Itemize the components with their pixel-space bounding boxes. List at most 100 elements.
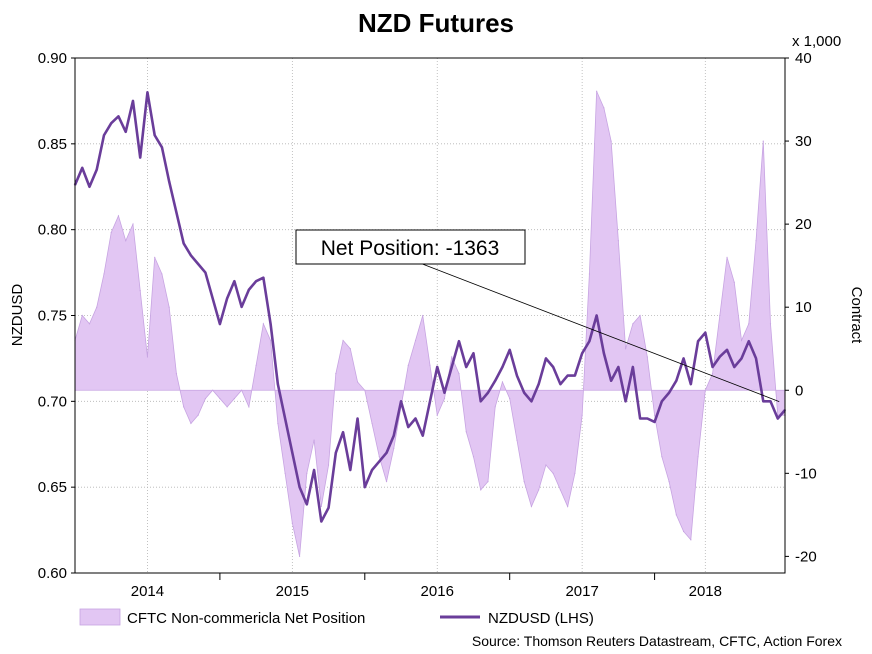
annotation-box (295, 229, 526, 265)
right-axis-ticks: -20 -10 0 10 20 30 40 (785, 50, 817, 565)
nzdusd-point (566, 374, 569, 377)
nzdusd-point (733, 366, 736, 368)
nzdusd-point (697, 340, 699, 343)
nzdusd-point (516, 374, 518, 377)
nzdusd-point (81, 167, 84, 169)
net-position-point (740, 339, 743, 342)
net-position-point (480, 489, 482, 491)
nzdusd-point (487, 391, 489, 394)
net-position-point (429, 364, 431, 366)
x-axis-ticks: 2014 2015 2016 2017 2018 (131, 583, 722, 600)
net-position-point (204, 397, 207, 400)
annotation-leader-line (411, 259, 780, 402)
net-position-point (501, 381, 504, 383)
nzdusd-point (219, 323, 221, 325)
net-position-point (241, 389, 243, 391)
net-position-point (639, 314, 641, 317)
net-position-point (277, 422, 279, 425)
net-position-point (588, 273, 590, 275)
nzdusd-point (124, 131, 127, 133)
nzdusd-point (88, 185, 91, 188)
nzdusd-point (400, 400, 402, 403)
nzdusd-point (552, 366, 554, 368)
source-note: Source: Thomson Reuters Datastream, CFTC… (472, 633, 842, 649)
net-position-point (675, 514, 677, 516)
nzdusd-point (211, 297, 214, 300)
nzdusd-point (175, 211, 178, 214)
nzdusd-point (421, 434, 424, 437)
nzdusd-point (443, 391, 446, 394)
nzdusd-point (320, 520, 323, 523)
right-axis-multiplier-label: x 1,000 (792, 33, 841, 50)
net-position-point (726, 256, 728, 258)
nzdusd-point (168, 180, 170, 183)
nzdusd-point (182, 242, 185, 245)
net-position-point (110, 231, 112, 234)
nzdusd-point (226, 297, 228, 300)
net-position-point (262, 323, 264, 325)
nzdusd-point (385, 452, 388, 454)
nzdusd-point (429, 400, 431, 403)
net-position-point (458, 373, 460, 375)
nzdusd-point (747, 340, 750, 343)
net-position-point (494, 406, 496, 408)
nzdusd-point (574, 374, 576, 377)
net-position-point (596, 90, 598, 92)
net-position-point (538, 489, 540, 491)
net-position-point (748, 323, 750, 325)
net-position-point (393, 447, 395, 450)
net-position-point (610, 140, 612, 142)
net-position-point (530, 505, 533, 508)
net-position-point (125, 240, 127, 242)
net-position-point (306, 472, 308, 474)
net-position-point (284, 472, 286, 474)
nzdusd-point (255, 280, 257, 282)
net-position-point (436, 414, 438, 416)
net-position-point (414, 339, 417, 342)
legend-label-nzdusd: NZDUSD (LHS) (488, 610, 594, 627)
net-position-point (407, 364, 409, 366)
left-tick-label: 0.65 (38, 479, 67, 496)
nzdusd-point (545, 357, 547, 360)
nzdusd-point (704, 331, 707, 334)
nzdusd-point (146, 91, 149, 94)
net-position-area (74, 91, 786, 557)
net-position-point (769, 323, 772, 325)
net-position-point (617, 240, 619, 242)
net-position-point (472, 456, 475, 458)
net-position-point (762, 140, 764, 142)
nzdusd-point (479, 400, 482, 403)
net-position-point (574, 472, 576, 474)
nzdusd-point (291, 452, 294, 454)
nzdusd-point (371, 469, 373, 471)
net-position-point (632, 323, 634, 325)
nzdusd-point (103, 134, 105, 137)
net-position-point (168, 306, 170, 308)
net-position-point (545, 464, 547, 466)
net-position-point (349, 348, 351, 350)
nzdusd-point (117, 115, 120, 118)
nzdusd-point (327, 506, 330, 509)
net-position-point (704, 389, 706, 391)
nzdusd-point (450, 366, 453, 368)
nzdusd-point (240, 306, 243, 308)
nzdusd-point (610, 379, 612, 382)
net-position-point (581, 414, 583, 416)
nzdusd-point (726, 349, 728, 351)
right-tick-label: 40 (795, 50, 812, 67)
nzdusd-point (248, 288, 250, 291)
nzdusd-point (277, 383, 279, 385)
net-position-point (81, 314, 83, 317)
nzdusd-point (298, 486, 301, 488)
net-position-point (661, 456, 663, 458)
nzdusd-point (762, 400, 765, 403)
nzdusd-point (349, 469, 352, 471)
net-position-point (291, 522, 293, 524)
right-axis-title: Contract (848, 287, 865, 345)
nzdusd-point (356, 417, 359, 420)
nzdusd-point (458, 340, 460, 343)
nzdusd-point (617, 366, 620, 368)
nzdusd-point (269, 323, 272, 325)
net-position-point (88, 323, 91, 325)
x-year-label: 2018 (689, 583, 722, 600)
